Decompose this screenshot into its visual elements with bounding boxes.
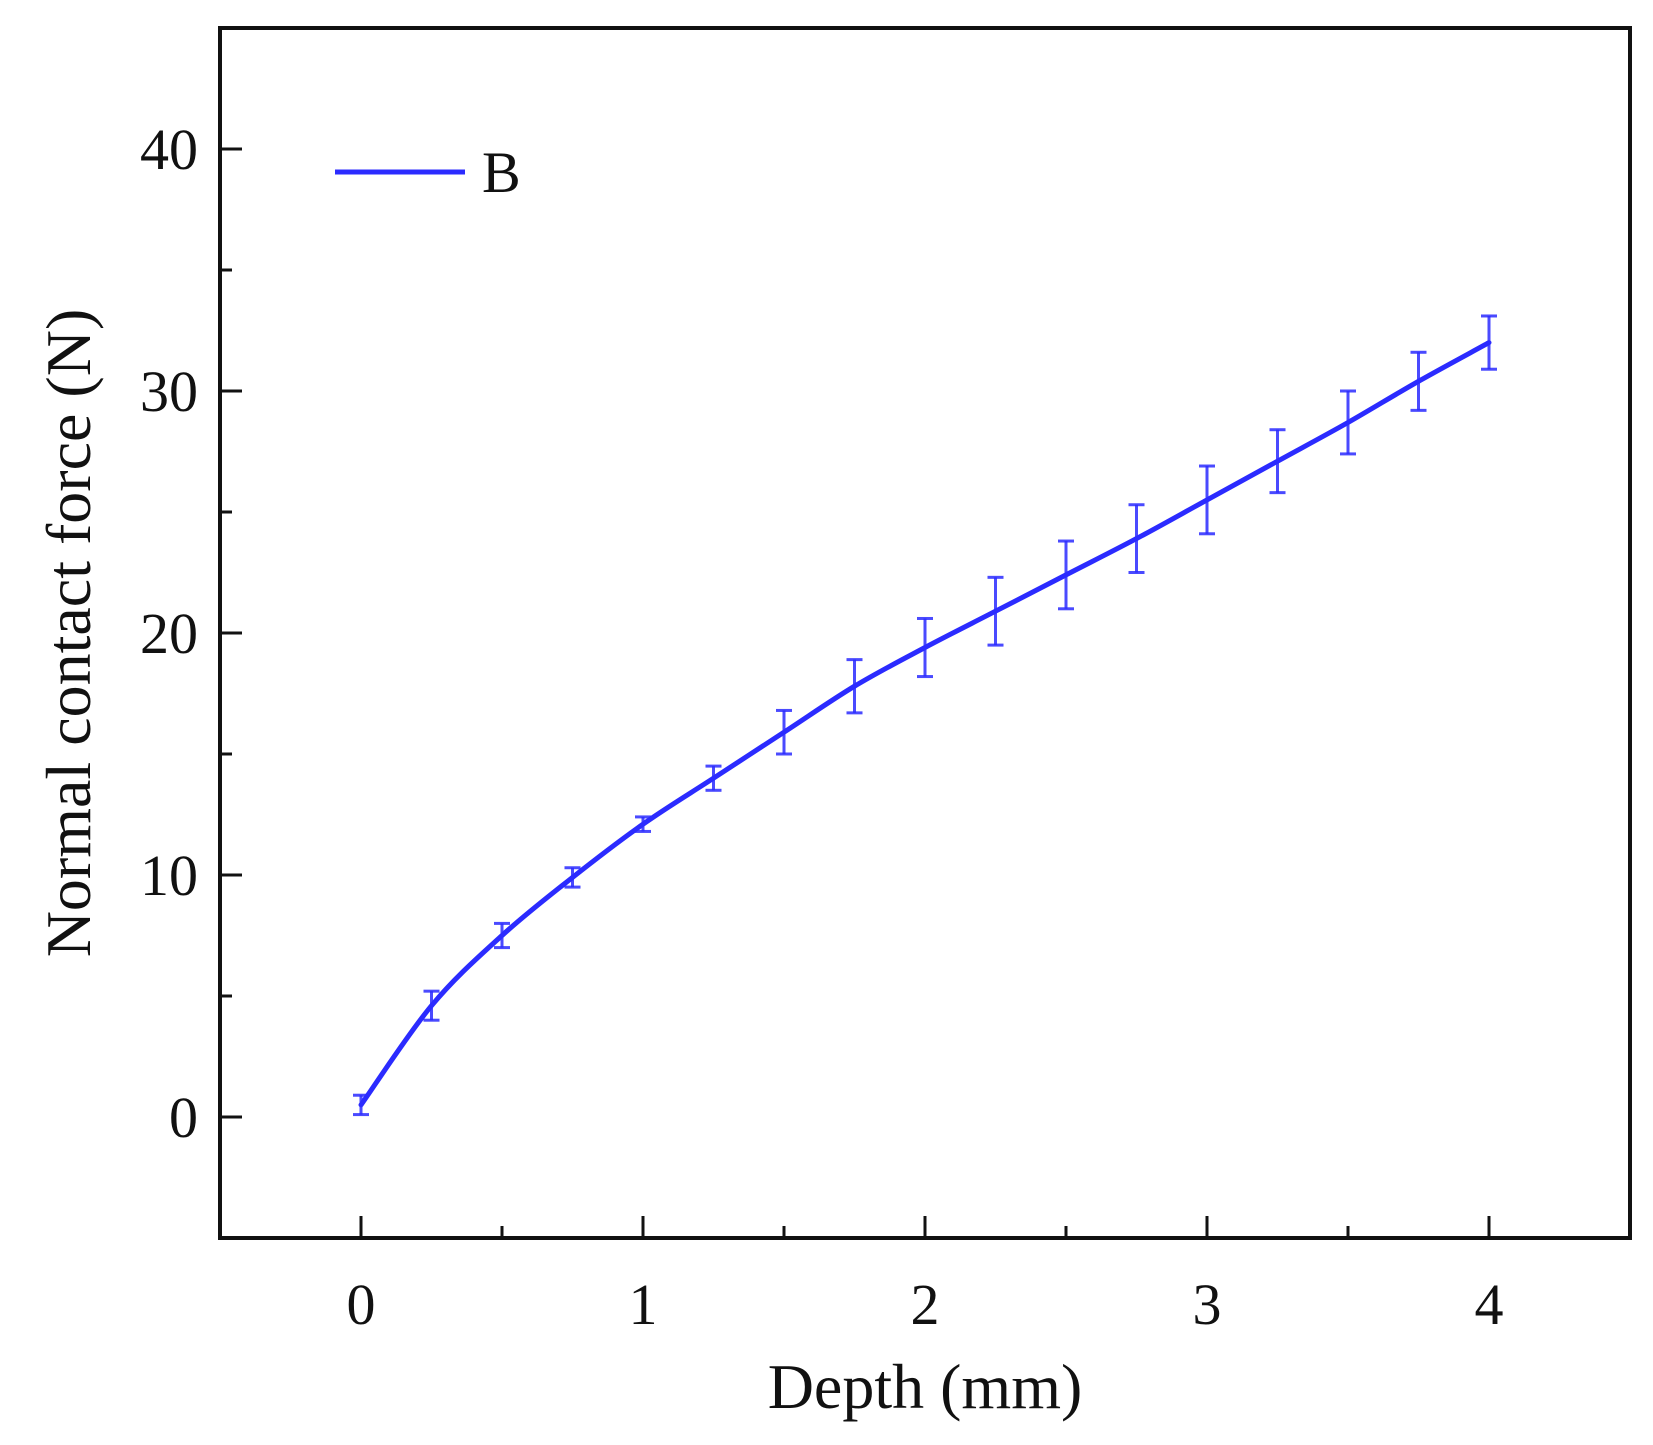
error-bar [494,921,510,950]
error-bar [423,989,440,1022]
error-bar [1269,428,1286,495]
y-axis-title: Normal contact force (N) [33,309,104,958]
error-bar [1481,314,1497,371]
error-bar [1199,464,1215,536]
error-bar [846,658,863,715]
error-bar [705,764,722,792]
y-tick-label: 10 [140,843,198,908]
legend: B [335,140,521,205]
series-layer [353,314,1497,1117]
error-bar [987,575,1004,647]
x-tick-label: 3 [1193,1272,1222,1337]
error-bar [776,708,792,756]
x-tick-label: 4 [1475,1272,1504,1337]
error-bar [1410,350,1427,412]
x-axis-title: Depth (mm) [768,1351,1083,1422]
y-tick-label: 30 [140,359,198,424]
y-tick-label: 40 [140,117,198,182]
x-tick-label: 0 [347,1272,376,1337]
error-bar [1128,503,1145,574]
error-bar [917,616,933,679]
error-bar [635,815,651,833]
error-bar [1340,389,1356,456]
y-tick-label: 20 [140,601,198,666]
error-bar [564,866,581,889]
y-tick-label: 0 [169,1085,198,1150]
x-tick-label: 2 [911,1272,940,1337]
error-bar [1058,539,1074,611]
error-bar [353,1093,369,1117]
legend-label-b: B [482,140,521,205]
x-tick-label: 1 [629,1272,658,1337]
series-line-b [358,340,1492,1108]
